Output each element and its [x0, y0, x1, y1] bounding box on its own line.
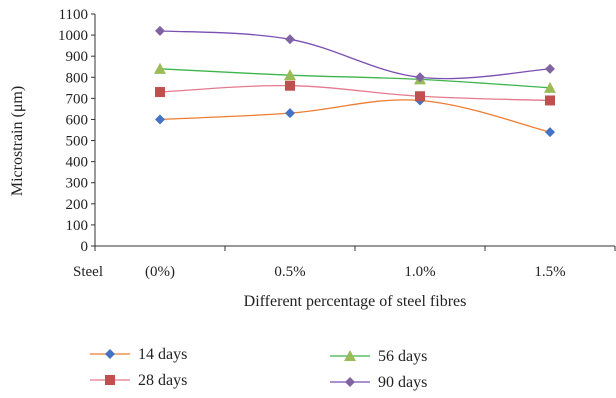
series-line — [159, 30, 551, 80]
legend-label: 14 days — [138, 346, 187, 363]
data-point — [285, 34, 295, 45]
series-3 — [155, 25, 555, 83]
y-axis: 0 100 200 300 400 500 600 700 800 900 1000 1100 — [58, 7, 96, 255]
legend-marker — [344, 350, 356, 361]
x-tick-label: (0%) — [145, 264, 175, 280]
series-line — [159, 99, 551, 133]
y-tick-label: 500 — [66, 134, 89, 150]
data-point — [155, 114, 165, 125]
y-tick-label: 800 — [66, 70, 89, 86]
x-tick-label: 0.5% — [274, 264, 305, 280]
x-tick-label: 1.5% — [534, 264, 565, 280]
legend-label: 90 days — [378, 374, 427, 391]
y-tick-label: 700 — [66, 91, 89, 107]
legend-item: 28 days — [90, 372, 187, 389]
y-tick-label: 0 — [81, 239, 89, 255]
y-tick-label: 200 — [66, 197, 89, 213]
legend-item: 90 days — [330, 374, 427, 391]
series-line — [159, 85, 551, 102]
x-axis: (0%) 0.5% 1.0% 1.5% — [94, 245, 616, 280]
data-point — [545, 95, 555, 106]
y-tick-label: 300 — [66, 176, 89, 192]
data-point — [285, 80, 295, 91]
legend-label: 28 days — [138, 372, 187, 389]
x-axis-prefix-label: Steel — [73, 264, 103, 280]
data-point — [154, 62, 166, 74]
series-line — [159, 68, 551, 89]
series-1 — [155, 80, 555, 106]
y-tick-label: 400 — [66, 155, 89, 171]
legend-marker — [105, 375, 115, 385]
x-tick-label: 1.0% — [404, 264, 435, 280]
x-axis-title: Different percentage of steel fibres — [244, 293, 467, 310]
data-point — [155, 87, 165, 98]
y-axis-title: Microstrain (μm) — [9, 86, 26, 196]
data-point — [415, 91, 425, 102]
legend-label: 56 days — [378, 348, 427, 365]
data-point — [544, 81, 556, 93]
data-point — [285, 108, 295, 119]
y-tick-label: 900 — [66, 49, 89, 65]
legend-marker — [345, 377, 355, 387]
legend-item: 56 days — [330, 348, 427, 365]
y-tick-label: 1000 — [58, 28, 88, 44]
data-point — [415, 72, 425, 83]
legend-item: 14 days — [90, 346, 187, 363]
data-point — [155, 25, 165, 36]
series-group — [154, 25, 556, 138]
y-tick-label: 600 — [66, 112, 89, 128]
data-point — [545, 127, 555, 138]
y-tick-label: 1100 — [59, 7, 88, 23]
y-tick-label: 100 — [66, 218, 89, 234]
series-0 — [155, 95, 555, 138]
data-point — [284, 69, 296, 81]
legend-marker — [105, 349, 115, 359]
legend: 14 days 28 days 56 days 90 days — [90, 346, 427, 391]
data-point — [545, 63, 555, 74]
